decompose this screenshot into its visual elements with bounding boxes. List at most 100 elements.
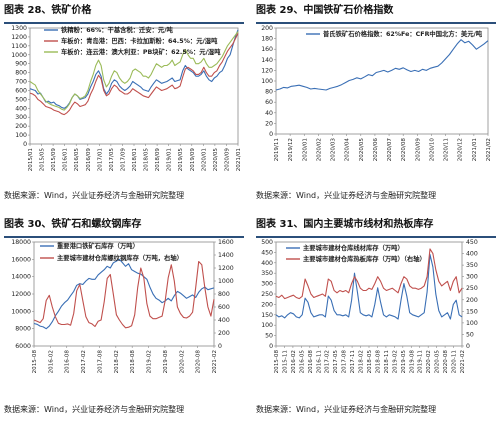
y-tick-label: 300 (261, 281, 273, 288)
x-tick-label: 2015-08 (274, 350, 280, 374)
x-tick-label: 2015/09 (51, 148, 57, 172)
y-tick-label: 600 (15, 87, 27, 94)
y-tick-label: 8000 (15, 326, 31, 333)
x-tick-label: 2018/05 (144, 148, 150, 172)
y-right-tick-label: 1600 (218, 239, 234, 246)
series-line-2 (33, 260, 215, 329)
x-tick-label: 2020/02 (316, 138, 322, 161)
plot-frame (29, 27, 239, 145)
y-tick-label: 800 (15, 70, 27, 77)
y-tick-label: 1200 (11, 34, 27, 41)
chart-svg: 0 20 40 60 80 100 120 140 160 180 200 2019/11 2019/1… (261, 25, 492, 162)
x-tick-label: 2020-11 (452, 350, 458, 374)
x-tick-label: 2020-02 (179, 350, 185, 373)
y-right-tick-label: 0 (466, 343, 470, 350)
x-tick-label: 2017-02 (81, 350, 87, 373)
y-tick-label: 180 (261, 36, 273, 43)
x-tick-label: 2016-08 (65, 350, 71, 374)
x-tick-label: 2019/01 (167, 148, 173, 172)
y-tick-label: 200 (15, 123, 27, 130)
x-tick-label: 2020-02 (426, 350, 432, 373)
x-tick-label: 2016/01 (63, 148, 69, 172)
y-tick-label: 140 (261, 57, 273, 64)
y-right-tick-label: 1400 (218, 252, 234, 259)
x-tick-label: 2021/01 (472, 138, 478, 162)
x-tick-label: 2017-11 (350, 350, 356, 374)
y-tick-label: 100 (261, 78, 273, 85)
x-tick-label: 2020/08 (401, 138, 407, 162)
chart-panel-iron-ore-price: 图表 28、铁矿价格 0 100 200 300 400 500 600 700 800 900 1… (4, 2, 244, 207)
y-tick-label: 200 (261, 25, 273, 32)
y-tick-label: 12000 (11, 291, 31, 298)
y-tick-label: 100 (15, 132, 27, 139)
x-tick-label: 2019-08 (409, 350, 415, 374)
y-right-tick-label: 800 (218, 291, 230, 298)
y-tick-label: 500 (15, 96, 27, 103)
x-tick-label: 2015-11 (282, 350, 288, 374)
y-tick-label: 100 (261, 322, 273, 329)
chart-area: 0 50 100 150 200 250 300 350 400 450 500 0 50 100 150 2… (256, 238, 496, 400)
y-tick-label: 350 (261, 270, 273, 277)
y-tick-label: 200 (261, 301, 273, 308)
x-tick-label: 2018/01 (132, 148, 138, 172)
x-tick-label: 2017/05 (109, 148, 115, 172)
y-right-tick-label: 200 (466, 297, 478, 304)
x-tick-label: 2016-08 (308, 350, 314, 374)
y-tick-label: 450 (261, 249, 273, 256)
x-tick-label: 2020/05 (213, 148, 219, 172)
x-tick-label: 2016-11 (316, 350, 322, 374)
y-tick-label: 40 (265, 110, 273, 117)
y-tick-label: 1100 (11, 43, 27, 50)
x-tick-label: 2020-08 (196, 350, 202, 374)
x-tick-label: 2020-08 (443, 350, 449, 374)
y-right-tick-label: 600 (218, 304, 230, 311)
y-tick-label: 0 (269, 131, 273, 138)
y-right-tick-label: 200 (218, 330, 230, 337)
series-line-2 (275, 248, 463, 300)
x-tick-label: 2018-11 (384, 350, 390, 374)
x-tick-label: 2017-08 (342, 350, 348, 374)
x-tick-label: 2017-02 (325, 350, 331, 373)
x-tick-label: 2020/10 (429, 138, 435, 162)
y-right-tick-label: 450 (466, 239, 478, 246)
y-tick-label: 0 (23, 141, 27, 148)
series-line-1 (33, 258, 215, 330)
y-tick-label: 1000 (11, 52, 27, 59)
legend-label: 车板价：连云港：澳大利亚：PB块矿：62.5%：元/湿吨 (61, 47, 221, 56)
chart-svg: 6000 8000 10000 12000 14000 16000 18000 0 200 400… (11, 239, 234, 374)
y-tick-label: 80 (265, 89, 273, 96)
y-tick-label: 900 (15, 61, 27, 68)
y-tick-label: 50 (265, 333, 273, 340)
x-tick-label: 2018-02 (359, 350, 365, 373)
x-tick-label: 2020/11 (444, 138, 450, 162)
x-tick-label: 2021/01 (236, 148, 242, 172)
x-tick-label: 2019/09 (190, 148, 196, 172)
chart-panel-wire-hotplate-inventory: 图表 31、国内主要城市线材和热板库存 0 50 100 150 200 250 300 35… (256, 216, 496, 421)
x-tick-label: 2016-02 (291, 350, 297, 373)
y-right-tick-label: 0 (218, 343, 222, 350)
chart-area: 0 20 40 60 80 100 120 140 160 180 200 2019/11 2019/1… (256, 24, 496, 186)
chart-source: 数据来源：Wind，兴业证券经济与金融研究院整理 (256, 191, 437, 200)
y-tick-label: 700 (15, 79, 27, 86)
x-tick-label: 2016-02 (48, 350, 54, 373)
y-tick-label: 300 (15, 114, 27, 121)
x-tick-label: 2020/05 (359, 138, 365, 162)
x-tick-label: 2019-11 (418, 350, 424, 374)
x-tick-label: 2019/12 (288, 138, 294, 161)
chart-area: 0 100 200 300 400 500 600 700 800 900 1000 1100 1200… (4, 24, 244, 186)
x-tick-label: 2020-05 (435, 350, 441, 374)
series-line-1 (275, 39, 489, 91)
x-tick-label: 2020/06 (373, 138, 379, 162)
legend-label: 主要城市建材仓库热板库存（万吨）（右轴） (303, 254, 426, 263)
chart-source: 数据来源：Wind，兴业证券经济与金融研究院整理 (4, 405, 185, 414)
x-tick-label: 2021-02 (212, 350, 218, 373)
y-right-tick-label: 1200 (218, 265, 234, 272)
legend-label: 铁精粉：66%：干基含税：迁安：元/吨 (60, 25, 174, 34)
y-right-tick-label: 350 (466, 262, 478, 269)
chart-svg: 0 50 100 150 200 250 300 350 400 450 500 0 50 100 150 2… (261, 239, 478, 374)
y-right-tick-label: 50 (466, 331, 474, 338)
y-tick-label: 400 (261, 260, 273, 267)
y-tick-label: 250 (261, 291, 273, 298)
chart-area: 6000 8000 10000 12000 14000 16000 18000 0 200 400… (4, 238, 244, 400)
x-tick-label: 2020/09 (224, 148, 230, 172)
